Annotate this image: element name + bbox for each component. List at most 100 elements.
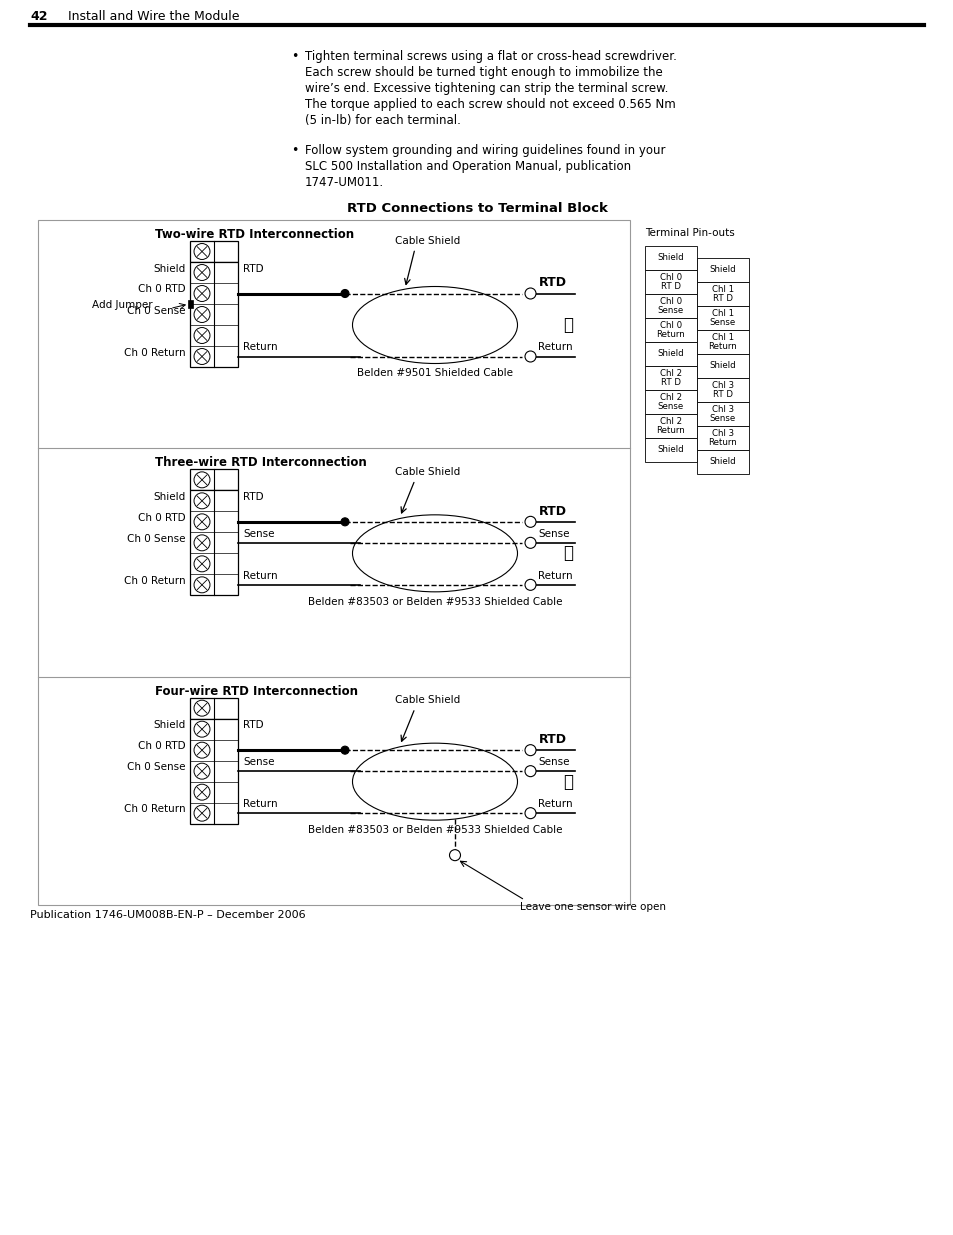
Circle shape <box>524 537 536 548</box>
Text: Chl 3
Return: Chl 3 Return <box>708 429 737 447</box>
Text: Shield: Shield <box>153 263 186 273</box>
Text: Belden #83503 or Belden #9533 Shielded Cable: Belden #83503 or Belden #9533 Shielded C… <box>308 597 561 606</box>
Text: Ch 0 Return: Ch 0 Return <box>124 804 186 814</box>
Text: RTD: RTD <box>243 263 263 273</box>
Text: Ch 0 Sense: Ch 0 Sense <box>128 305 186 315</box>
Text: ⏚: ⏚ <box>563 773 573 790</box>
Text: Sense: Sense <box>243 529 274 538</box>
Circle shape <box>193 742 210 758</box>
Bar <box>190 698 237 719</box>
Circle shape <box>524 516 536 527</box>
Text: Chl 1
Return: Chl 1 Return <box>708 332 737 351</box>
Bar <box>644 294 697 317</box>
Text: SLC 500 Installation and Operation Manual, publication: SLC 500 Installation and Operation Manua… <box>305 161 631 173</box>
Bar <box>697 306 748 330</box>
Bar <box>697 258 748 282</box>
Text: ⏚: ⏚ <box>563 545 573 562</box>
Text: Chl 2
Return: Chl 2 Return <box>656 416 684 436</box>
Text: Sense: Sense <box>243 757 274 767</box>
Text: Cable Shield: Cable Shield <box>395 236 459 246</box>
Circle shape <box>193 556 210 572</box>
Bar <box>38 220 629 905</box>
Circle shape <box>524 808 536 819</box>
Text: Chl 1
RT D: Chl 1 RT D <box>711 284 733 304</box>
Bar <box>644 270 697 294</box>
Text: Terminal Pin-outs: Terminal Pin-outs <box>644 228 734 238</box>
Circle shape <box>524 579 536 590</box>
Text: RTD: RTD <box>243 492 263 501</box>
Text: •: • <box>291 49 298 63</box>
Text: Chl 3
Sense: Chl 3 Sense <box>709 405 736 424</box>
Bar <box>697 330 748 354</box>
Circle shape <box>193 306 210 322</box>
Text: Return: Return <box>243 571 277 580</box>
Circle shape <box>193 327 210 343</box>
Circle shape <box>193 348 210 364</box>
Text: Ch 0 Sense: Ch 0 Sense <box>128 762 186 772</box>
Text: Return: Return <box>537 571 573 580</box>
Text: RTD: RTD <box>537 505 566 517</box>
Text: Sense: Sense <box>537 529 569 538</box>
Bar <box>190 262 237 367</box>
Bar <box>644 390 697 414</box>
Text: wire’s end. Excessive tightening can strip the terminal screw.: wire’s end. Excessive tightening can str… <box>305 82 668 95</box>
Bar <box>697 403 748 426</box>
Text: Add Jumper: Add Jumper <box>91 300 152 310</box>
Text: (5 in-lb) for each terminal.: (5 in-lb) for each terminal. <box>305 114 460 127</box>
Text: Shield: Shield <box>709 457 736 467</box>
Text: 42: 42 <box>30 10 48 23</box>
Text: RTD: RTD <box>537 277 566 289</box>
Bar <box>644 317 697 342</box>
Circle shape <box>193 535 210 551</box>
Circle shape <box>193 721 210 737</box>
Circle shape <box>340 289 349 298</box>
Circle shape <box>193 763 210 779</box>
Text: Shield: Shield <box>153 720 186 730</box>
Text: Two-wire RTD Interconnection: Two-wire RTD Interconnection <box>154 228 354 241</box>
Text: Ch 0 Sense: Ch 0 Sense <box>128 534 186 543</box>
Text: Return: Return <box>243 342 277 352</box>
Bar <box>644 438 697 462</box>
Text: Ch 0 RTD: Ch 0 RTD <box>138 513 186 522</box>
Text: Chl 0
RT D: Chl 0 RT D <box>659 273 681 291</box>
Text: Belden #9501 Shielded Cable: Belden #9501 Shielded Cable <box>356 368 513 378</box>
Text: Chl 1
Sense: Chl 1 Sense <box>709 309 736 327</box>
Text: Chl 2
RT D: Chl 2 RT D <box>659 369 681 388</box>
Circle shape <box>193 700 210 716</box>
Text: Ch 0 RTD: Ch 0 RTD <box>138 284 186 294</box>
Text: Chl 0
Sense: Chl 0 Sense <box>658 296 683 315</box>
Text: Belden #83503 or Belden #9533 Shielded Cable: Belden #83503 or Belden #9533 Shielded C… <box>308 825 561 835</box>
Circle shape <box>193 285 210 301</box>
Text: Shield: Shield <box>709 362 736 370</box>
Text: Ch 0 RTD: Ch 0 RTD <box>138 741 186 751</box>
Bar <box>190 490 237 595</box>
Text: The torque applied to each screw should not exceed 0.565 Nm: The torque applied to each screw should … <box>305 98 675 111</box>
Text: Each screw should be turned tight enough to immobilize the: Each screw should be turned tight enough… <box>305 65 662 79</box>
Text: Shield: Shield <box>153 492 186 501</box>
Text: RTD Connections to Terminal Block: RTD Connections to Terminal Block <box>346 203 607 215</box>
Circle shape <box>193 784 210 800</box>
Text: Shield: Shield <box>709 266 736 274</box>
Circle shape <box>524 766 536 777</box>
Circle shape <box>524 745 536 756</box>
Bar <box>644 246 697 270</box>
Text: ⏚: ⏚ <box>563 316 573 333</box>
Text: Return: Return <box>537 342 573 352</box>
Text: Follow system grounding and wiring guidelines found in your: Follow system grounding and wiring guide… <box>305 144 665 157</box>
Circle shape <box>193 514 210 530</box>
Text: Four-wire RTD Interconnection: Four-wire RTD Interconnection <box>154 684 357 698</box>
Bar <box>188 300 193 308</box>
Text: Ch 0 Return: Ch 0 Return <box>124 347 186 357</box>
Ellipse shape <box>352 515 517 592</box>
Bar <box>190 469 237 490</box>
Text: Shield: Shield <box>657 350 683 358</box>
Circle shape <box>193 243 210 259</box>
Bar <box>190 719 237 824</box>
Text: Shield: Shield <box>657 253 683 263</box>
Text: Cable Shield: Cable Shield <box>395 467 459 477</box>
Text: RTD: RTD <box>243 720 263 730</box>
Text: Chl 3
RT D: Chl 3 RT D <box>711 380 733 399</box>
Bar <box>644 366 697 390</box>
Text: Chl 0
Return: Chl 0 Return <box>656 321 684 340</box>
Text: Ch 0 Return: Ch 0 Return <box>124 576 186 585</box>
